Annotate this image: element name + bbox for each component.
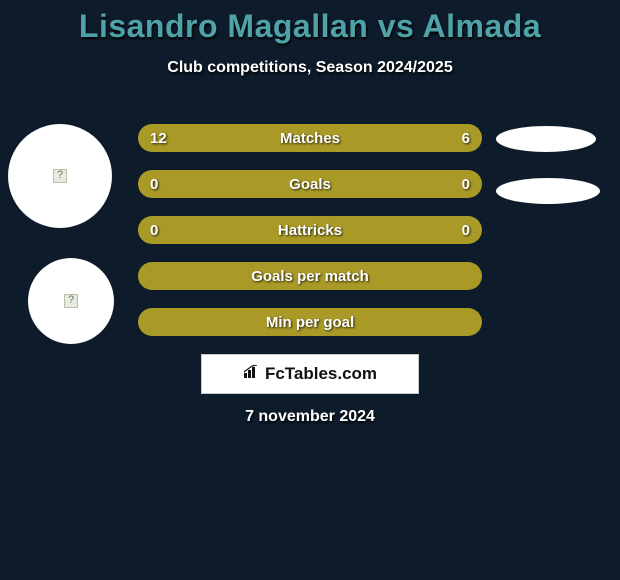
date-line: 7 november 2024 <box>0 408 620 426</box>
stat-bar-left <box>138 216 310 244</box>
stat-bar <box>138 262 482 290</box>
missing-image-icon <box>53 169 67 183</box>
stat-row-hattricks: 0 Hattricks 0 <box>138 216 482 244</box>
branding-text: FcTables.com <box>265 364 377 384</box>
page-subtitle: Club competitions, Season 2024/2025 <box>0 59 620 77</box>
bar-chart-icon <box>243 365 259 383</box>
stat-row-min-per-goal: Min per goal <box>138 308 482 336</box>
stat-bar <box>138 308 482 336</box>
stat-bar-full <box>138 262 482 290</box>
stat-bar-left <box>138 170 310 198</box>
stat-bar-left <box>138 124 367 152</box>
player-left-avatar <box>8 124 112 228</box>
stat-bar-full <box>138 308 482 336</box>
player-right-avatar <box>496 126 596 152</box>
stat-bar-right <box>310 216 482 244</box>
branding-badge: FcTables.com <box>201 354 419 394</box>
stat-row-goals: 0 Goals 0 <box>138 170 482 198</box>
missing-image-icon <box>64 294 78 308</box>
page-title: Lisandro Magallan vs Almada <box>0 0 620 45</box>
stat-bar <box>138 124 482 152</box>
stat-bar <box>138 170 482 198</box>
stat-bar-right <box>367 124 482 152</box>
stat-bar-right <box>310 170 482 198</box>
stat-row-goals-per-match: Goals per match <box>138 262 482 290</box>
team-left-avatar <box>28 258 114 344</box>
stat-bar <box>138 216 482 244</box>
stats-area: 12 Matches 6 0 Goals 0 0 Hattricks 0 Goa… <box>138 124 482 354</box>
stat-row-matches: 12 Matches 6 <box>138 124 482 152</box>
team-right-avatar <box>496 178 600 204</box>
